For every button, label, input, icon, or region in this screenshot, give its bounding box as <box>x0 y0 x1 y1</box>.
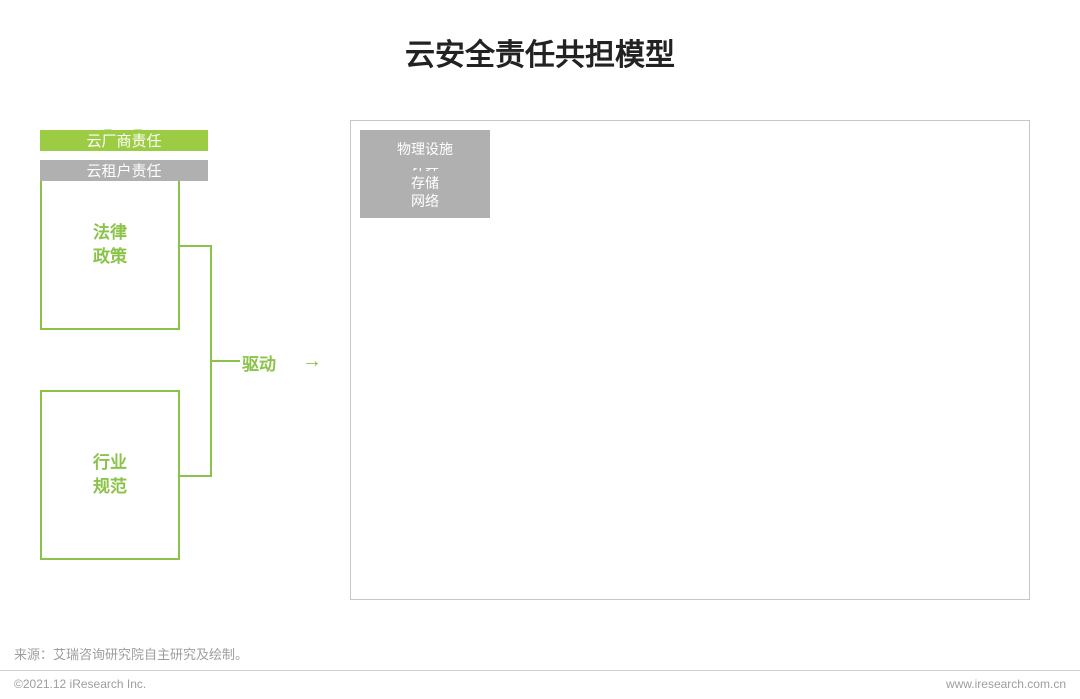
driver-legal-label: 法律 政策 <box>93 221 127 269</box>
drive-label: 驱动 <box>242 350 276 375</box>
footer-divider <box>0 670 1080 671</box>
driver-industry: 行业 规范 <box>40 390 180 560</box>
layer-7: 物理设施 <box>360 130 490 168</box>
copyright-text: ©2021.12 iResearch Inc. <box>14 677 146 691</box>
saas-vendor: 云厂商责任 <box>40 130 208 151</box>
site-text: www.iresearch.com.cn <box>946 677 1066 691</box>
driver-legal: 法律 政策 <box>40 160 180 330</box>
drive-arrow-icon: → <box>302 351 322 371</box>
driver-industry-label: 行业 规范 <box>93 451 127 499</box>
saas-tenant: 云租户责任 <box>40 160 208 181</box>
page-title: 云安全责任共担模型 <box>0 0 1080 74</box>
diagram-root: 法律 政策 行业 规范 驱动 → IaaSPaaSSaaS用户设备应用中间件数据… <box>40 130 1040 610</box>
source-text: 来源：艾瑞咨询研究院自主研究及绘制。 <box>14 644 248 663</box>
